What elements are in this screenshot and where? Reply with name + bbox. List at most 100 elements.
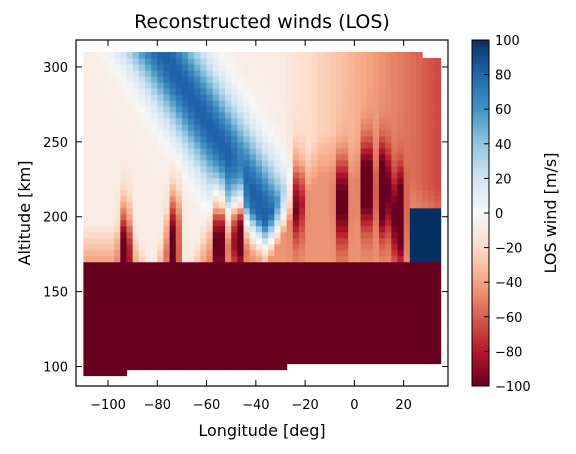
heatmap-cell [335,285,343,293]
heatmap-cell [372,213,380,221]
heatmap-cell [206,243,214,251]
heatmap-cell [379,135,386,143]
heatmap-cell [280,321,288,329]
heatmap-cell [89,201,97,209]
heatmap-cell [298,147,306,155]
heatmap-cell [114,87,121,95]
heatmap-cell [243,267,251,275]
heatmap-cell [132,147,140,155]
heatmap-cell [262,63,269,71]
colorbar-label: LOS wind [m/s] [541,153,560,274]
heatmap-cell [108,93,115,101]
heatmap-cell [255,81,263,89]
heatmap-cell [151,225,158,233]
heatmap-cell [354,351,362,359]
heatmap-cell [188,351,195,359]
heatmap-cell [212,249,220,257]
heatmap-cell [243,225,251,233]
heatmap-cell [163,87,171,95]
heatmap-cell [292,339,300,347]
heatmap-cell [280,117,288,125]
heatmap-cell [218,123,226,131]
heatmap-cell [323,249,331,257]
heatmap-cell [231,183,238,191]
heatmap-cell [317,357,325,365]
heatmap-cell [354,105,362,113]
heatmap-cell [354,207,362,215]
heatmap-cell [403,57,411,65]
heatmap-cell [225,333,232,341]
heatmap-cell [335,93,343,101]
heatmap-cell [323,195,331,203]
heatmap-cell [114,111,121,119]
heatmap-cell [175,285,183,293]
heatmap-cell [403,327,411,335]
heatmap-cell [366,285,374,293]
heatmap-cell [372,291,380,299]
heatmap-cell [262,207,269,215]
heatmap-cell [428,321,436,329]
heatmap-cell [126,279,134,287]
heatmap-cell [144,363,152,371]
heatmap-cell [286,177,294,185]
heatmap-cell [231,261,238,269]
heatmap-cell [157,243,165,251]
heatmap-cell [385,93,392,101]
heatmap-cell [212,315,220,323]
heatmap-cell [434,171,442,179]
heatmap-cell [249,339,257,347]
heatmap-cell [366,147,374,155]
heatmap-cell [169,153,177,161]
heatmap-cell [409,225,417,233]
heatmap-cell [317,177,325,185]
heatmap-cell [194,333,202,341]
heatmap-cell [280,171,288,179]
heatmap-cell [169,183,177,191]
heatmap-cell [243,183,251,191]
heatmap-cell [286,201,294,209]
heatmap-cell [132,219,140,227]
heatmap-cell [329,171,337,179]
heatmap-cell [391,159,399,167]
heatmap-cell [274,231,282,239]
heatmap-cell [292,63,300,71]
heatmap-cell [262,159,269,167]
heatmap-cell [323,261,331,269]
heatmap-cell [206,225,214,233]
heatmap-cell [108,99,115,107]
heatmap-cell [298,75,306,83]
heatmap-cell [280,159,288,167]
heatmap-cell [144,81,152,89]
heatmap-cell [366,273,374,281]
heatmap-cell [403,177,411,185]
heatmap-cell [169,243,177,251]
heatmap-cell [218,333,226,341]
heatmap-cell [292,189,300,197]
heatmap-cell [175,165,183,173]
heatmap-cell [415,285,423,293]
heatmap-cell [292,327,300,335]
heatmap-cell [422,57,429,65]
heatmap-cell [409,255,417,263]
heatmap-cell [317,255,325,263]
heatmap-cell [231,225,238,233]
heatmap-cell [428,309,436,317]
heatmap-cell [262,339,269,347]
heatmap-cell [95,177,103,185]
heatmap-cell [144,303,152,311]
heatmap-cell [298,57,306,65]
heatmap-cell [114,51,121,59]
heatmap-cell [397,165,405,173]
heatmap-cell [268,153,275,161]
heatmap-cell [163,327,171,335]
heatmap-cell [151,279,158,287]
heatmap-cell [138,153,146,161]
heatmap-cell [286,123,294,131]
colorbar-tick-label: −40 [495,276,522,291]
heatmap-cell [218,249,226,257]
heatmap-cell [385,285,392,293]
heatmap-cell [175,63,183,71]
heatmap-cell [231,357,238,365]
heatmap-cell [181,249,189,257]
heatmap-cell [360,87,368,95]
